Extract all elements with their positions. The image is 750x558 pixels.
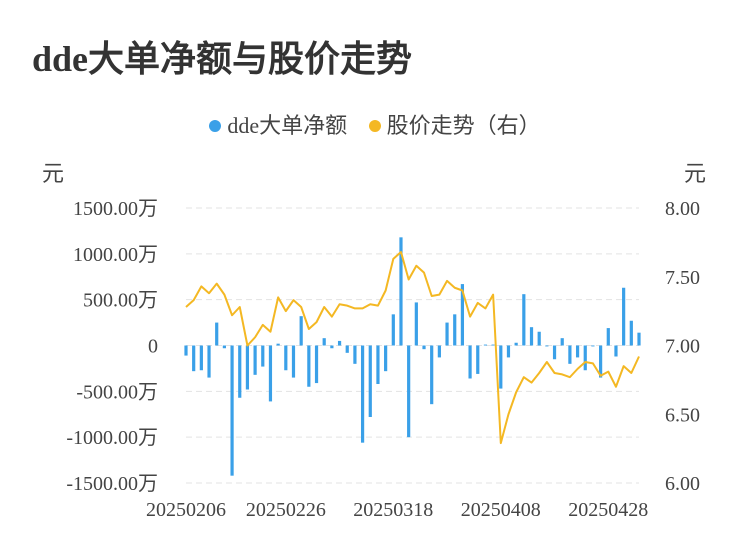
dde-bar [384, 345, 388, 372]
dde-bar [491, 344, 495, 346]
dde-bar [568, 345, 572, 364]
dde-bar [253, 345, 257, 375]
dde-bar [514, 342, 518, 346]
y-left-tick-label: 500.00万 [83, 290, 158, 312]
dde-bar [483, 344, 488, 346]
dde-bar [591, 345, 595, 347]
dde-bar [360, 345, 365, 443]
legend: dde大单净额 股价走势（右） [0, 108, 750, 140]
dde-bar [422, 345, 426, 350]
legend-label-price: 股价走势（右） [386, 113, 541, 138]
y-right-tick-label: 8.00 [665, 198, 700, 220]
dde-bar [529, 327, 534, 346]
dde-bar [499, 345, 503, 389]
dde-bar [322, 338, 326, 346]
dde-bar [560, 338, 564, 346]
dde-bar [460, 284, 465, 346]
dde-bar [583, 345, 587, 371]
dde-bar [337, 340, 342, 346]
dde-bar [184, 345, 188, 356]
legend-label-dde: dde大单净额 [227, 113, 348, 138]
dde-bar [192, 345, 196, 372]
dde-bar [575, 345, 580, 358]
legend-dot-price [368, 119, 381, 132]
dde-bar [453, 314, 457, 346]
dde-bar [268, 345, 273, 402]
dde-bar [284, 345, 288, 371]
dde-bar [230, 345, 234, 476]
y-right-tick-label: 7.00 [665, 336, 700, 358]
dde-bar [345, 345, 349, 353]
legend-item-price[interactable]: 股价走势（右） [368, 108, 541, 140]
dde-bar [207, 345, 211, 378]
dde-bar [637, 332, 641, 346]
dde-bar [276, 343, 280, 346]
dde-bar [261, 345, 265, 367]
dde-bar [622, 287, 626, 346]
dde-bar [245, 345, 250, 390]
dde-bar [414, 302, 418, 346]
dde-bar [522, 294, 526, 346]
dde-bar [606, 328, 610, 346]
right-axis-unit: 元 [684, 161, 707, 186]
y-left-tick-label: -1000.00万 [66, 427, 158, 449]
dde-bar [238, 345, 242, 398]
dde-bar [437, 345, 441, 358]
dde-bar [545, 345, 549, 347]
dde-bar [314, 345, 319, 384]
legend-dot-dde [209, 119, 222, 132]
y-left-tick-label: 0 [148, 336, 158, 358]
dde-bar [476, 345, 480, 374]
dde-bar [506, 345, 511, 358]
price-line [185, 251, 640, 445]
dde-bar [407, 345, 411, 438]
dde-bar [299, 316, 303, 346]
x-tick-label: 20250318 [353, 499, 433, 521]
x-tick-label: 20250226 [246, 499, 326, 521]
left-axis-unit: 元 [42, 161, 65, 186]
dde-bar [599, 345, 603, 378]
y-right-tick-label: 6.00 [665, 473, 700, 495]
dde-bar [629, 320, 633, 346]
legend-item-dde[interactable]: dde大单净额 [209, 108, 347, 140]
dde-bar [215, 322, 219, 346]
chart-title: dde大单净额与股价走势 [32, 39, 413, 79]
dde-bar [552, 345, 557, 360]
dde-bar [222, 345, 226, 349]
y-right-tick-label: 6.50 [665, 404, 700, 426]
dde-bar [199, 345, 203, 371]
y-left-tick-label: -500.00万 [76, 381, 158, 403]
dde-bar [376, 345, 380, 384]
dde-bar [614, 345, 618, 357]
x-tick-label: 20250408 [461, 499, 541, 521]
y-right-tick-label: 7.50 [665, 267, 700, 289]
y-left-tick-label: 1500.00万 [73, 198, 158, 220]
x-tick-label: 20250428 [568, 499, 648, 521]
dde-bar [399, 237, 403, 346]
y-left-tick-label: -1500.00万 [66, 473, 158, 495]
dde-bar [330, 345, 334, 349]
dde-bar [445, 322, 449, 346]
dde-bar [391, 314, 395, 346]
dde-bar [368, 345, 372, 417]
dde-bar [291, 345, 296, 378]
y-left-tick-label: 1000.00万 [73, 244, 158, 266]
dde-bar [430, 345, 434, 405]
dde-bar [537, 331, 541, 346]
dde-bar [307, 345, 311, 387]
dde-bar [468, 345, 472, 379]
dde-bar [353, 345, 357, 364]
x-tick-label: 20250206 [146, 499, 226, 521]
